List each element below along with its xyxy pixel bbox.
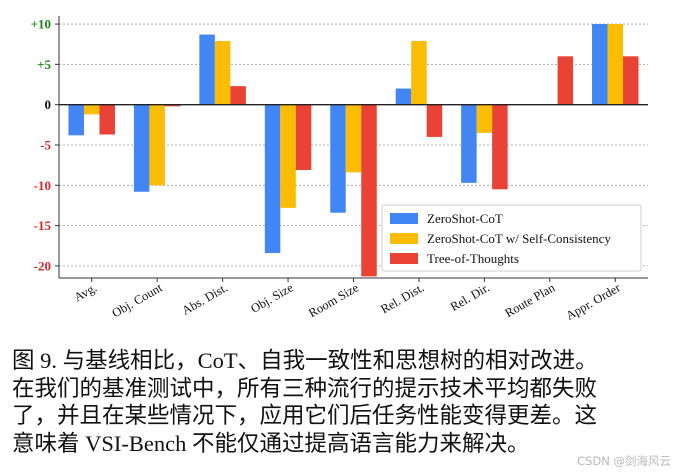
bar — [230, 86, 246, 105]
legend-swatch — [390, 253, 418, 264]
bar — [264, 104, 281, 254]
figure-caption: 图 9. 与基线相比，CoT、自我一致性和思想树的相对改进。 在我们的基准测试中… — [12, 347, 672, 457]
caption-line: 在我们的基准测试中，所有三种流行的提示技术平均都失败 — [12, 375, 598, 401]
x-tick-label: Rel. Dist. — [378, 280, 426, 316]
x-tick-label: Appr. Order — [563, 280, 623, 323]
y-tick-label: +10 — [31, 17, 51, 32]
bar — [330, 104, 346, 213]
watermark: CSDN @剑海风云 — [577, 454, 671, 468]
x-tick-label: Obj. Size — [248, 280, 296, 316]
bar — [149, 104, 165, 186]
bar — [280, 104, 296, 208]
bar — [295, 104, 312, 170]
caption-line: 图 9. 与基线相比，CoT、自我一致性和思想树的相对改进。 — [12, 348, 598, 373]
x-tick-label: Abs. Dist. — [179, 280, 230, 317]
bar — [133, 104, 150, 192]
y-tick-label: +5 — [37, 57, 51, 72]
x-tick-label: Avg. — [72, 280, 100, 304]
bar — [199, 34, 215, 105]
bar — [214, 40, 231, 105]
bar — [361, 104, 377, 277]
bar — [99, 104, 115, 135]
bar — [164, 104, 181, 107]
bar — [68, 104, 84, 136]
bar — [83, 104, 100, 115]
legend-label: Tree-of-Thoughts — [427, 251, 519, 266]
bar — [411, 40, 427, 105]
bar — [592, 24, 608, 105]
x-tick-label: Route Plan — [503, 280, 558, 320]
bar — [476, 104, 493, 133]
bar — [345, 104, 362, 173]
bar — [607, 24, 624, 105]
y-tick-label: -15 — [34, 218, 52, 233]
legend-swatch — [390, 233, 418, 244]
x-tick-label: Room Size — [306, 280, 361, 320]
bar — [557, 56, 574, 105]
bar — [623, 56, 639, 105]
y-tick-label: 0 — [45, 97, 52, 112]
x-tick-label: Obj. Count — [110, 280, 166, 320]
bar — [426, 104, 443, 137]
x-tick-label: Rel. Dir. — [448, 280, 492, 313]
caption-line: 意味着 VSI-Bench 不能仅通过提高语言能力来解决。 — [12, 430, 530, 456]
legend-box — [381, 204, 642, 272]
bar — [492, 104, 508, 190]
bar — [395, 88, 412, 105]
legend-swatch — [390, 213, 418, 224]
y-tick-label: -5 — [40, 137, 51, 152]
legend-label: ZeroShot-CoT w/ Self-Consistency — [427, 231, 611, 246]
y-tick-label: -20 — [34, 258, 51, 273]
bar-chart: +10 +5 0 -5 -10 -15 -20 Avg. Obj. Count Abs. Dist… — [31, 16, 648, 323]
legend-label: ZeroShot-CoT — [427, 211, 503, 226]
bar — [461, 104, 477, 183]
y-tick-label: -10 — [34, 178, 51, 193]
caption-line: 了，并且在某些情况下，应用它们后任务性能变得更差。这 — [12, 403, 598, 428]
